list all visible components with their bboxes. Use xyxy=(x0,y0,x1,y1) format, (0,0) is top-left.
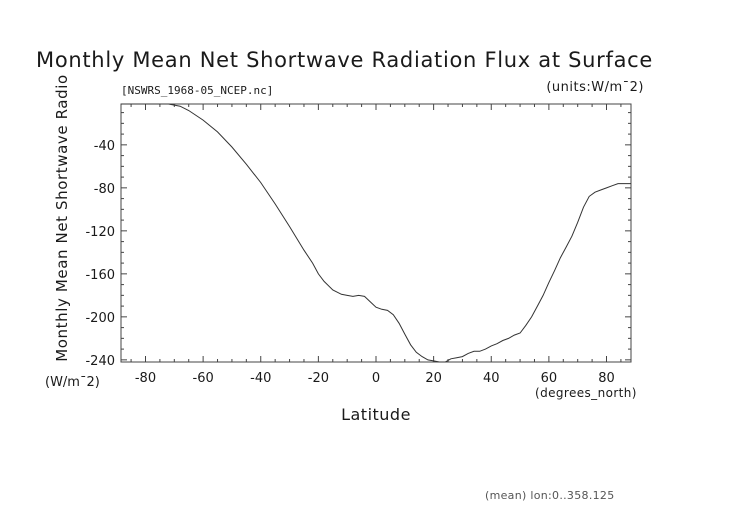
x-axis-label: Latitude xyxy=(341,405,411,424)
y-tick-label: -80 xyxy=(94,182,115,197)
x-tick-label: 40 xyxy=(483,371,500,386)
x-tick-label: -80 xyxy=(135,371,156,386)
y-tick-label: -240 xyxy=(85,354,115,369)
x-tick-label: 80 xyxy=(598,371,615,386)
plot-frame xyxy=(120,103,632,363)
x-tick-label: 0 xyxy=(372,371,380,386)
y-axis-units: (W/m¯2) xyxy=(45,375,100,390)
x-axis-units: (degrees_north) xyxy=(535,386,637,400)
chart-title: Monthly Mean Net Shortwave Radiation Flu… xyxy=(36,48,654,72)
axis-ticks xyxy=(121,104,631,362)
y-axis-label: Monthly Mean Net Shortwave Radio xyxy=(53,74,71,362)
x-tick-label: -40 xyxy=(250,371,271,386)
x-tick-label: 60 xyxy=(541,371,558,386)
x-tick-label: -60 xyxy=(193,371,214,386)
y-tick-label: -160 xyxy=(85,268,115,283)
x-tick-label: 20 xyxy=(425,371,442,386)
units-label: (units:W/m¯2) xyxy=(546,80,644,95)
series-line xyxy=(121,103,631,363)
averaging-note: (mean) lon:0..358.125 xyxy=(485,489,615,502)
y-tick-label: -120 xyxy=(85,225,115,240)
y-tick-label: -200 xyxy=(85,311,115,326)
x-tick-label: -20 xyxy=(308,371,329,386)
dataset-filename: [NSWRS_1968-05_NCEP.nc] xyxy=(121,84,274,97)
y-tick-label: -40 xyxy=(94,139,115,154)
axis-tick-labels: -80 -60 -40 -20 0 20 40 60 80-40-80-120-160-200-… xyxy=(85,139,614,386)
